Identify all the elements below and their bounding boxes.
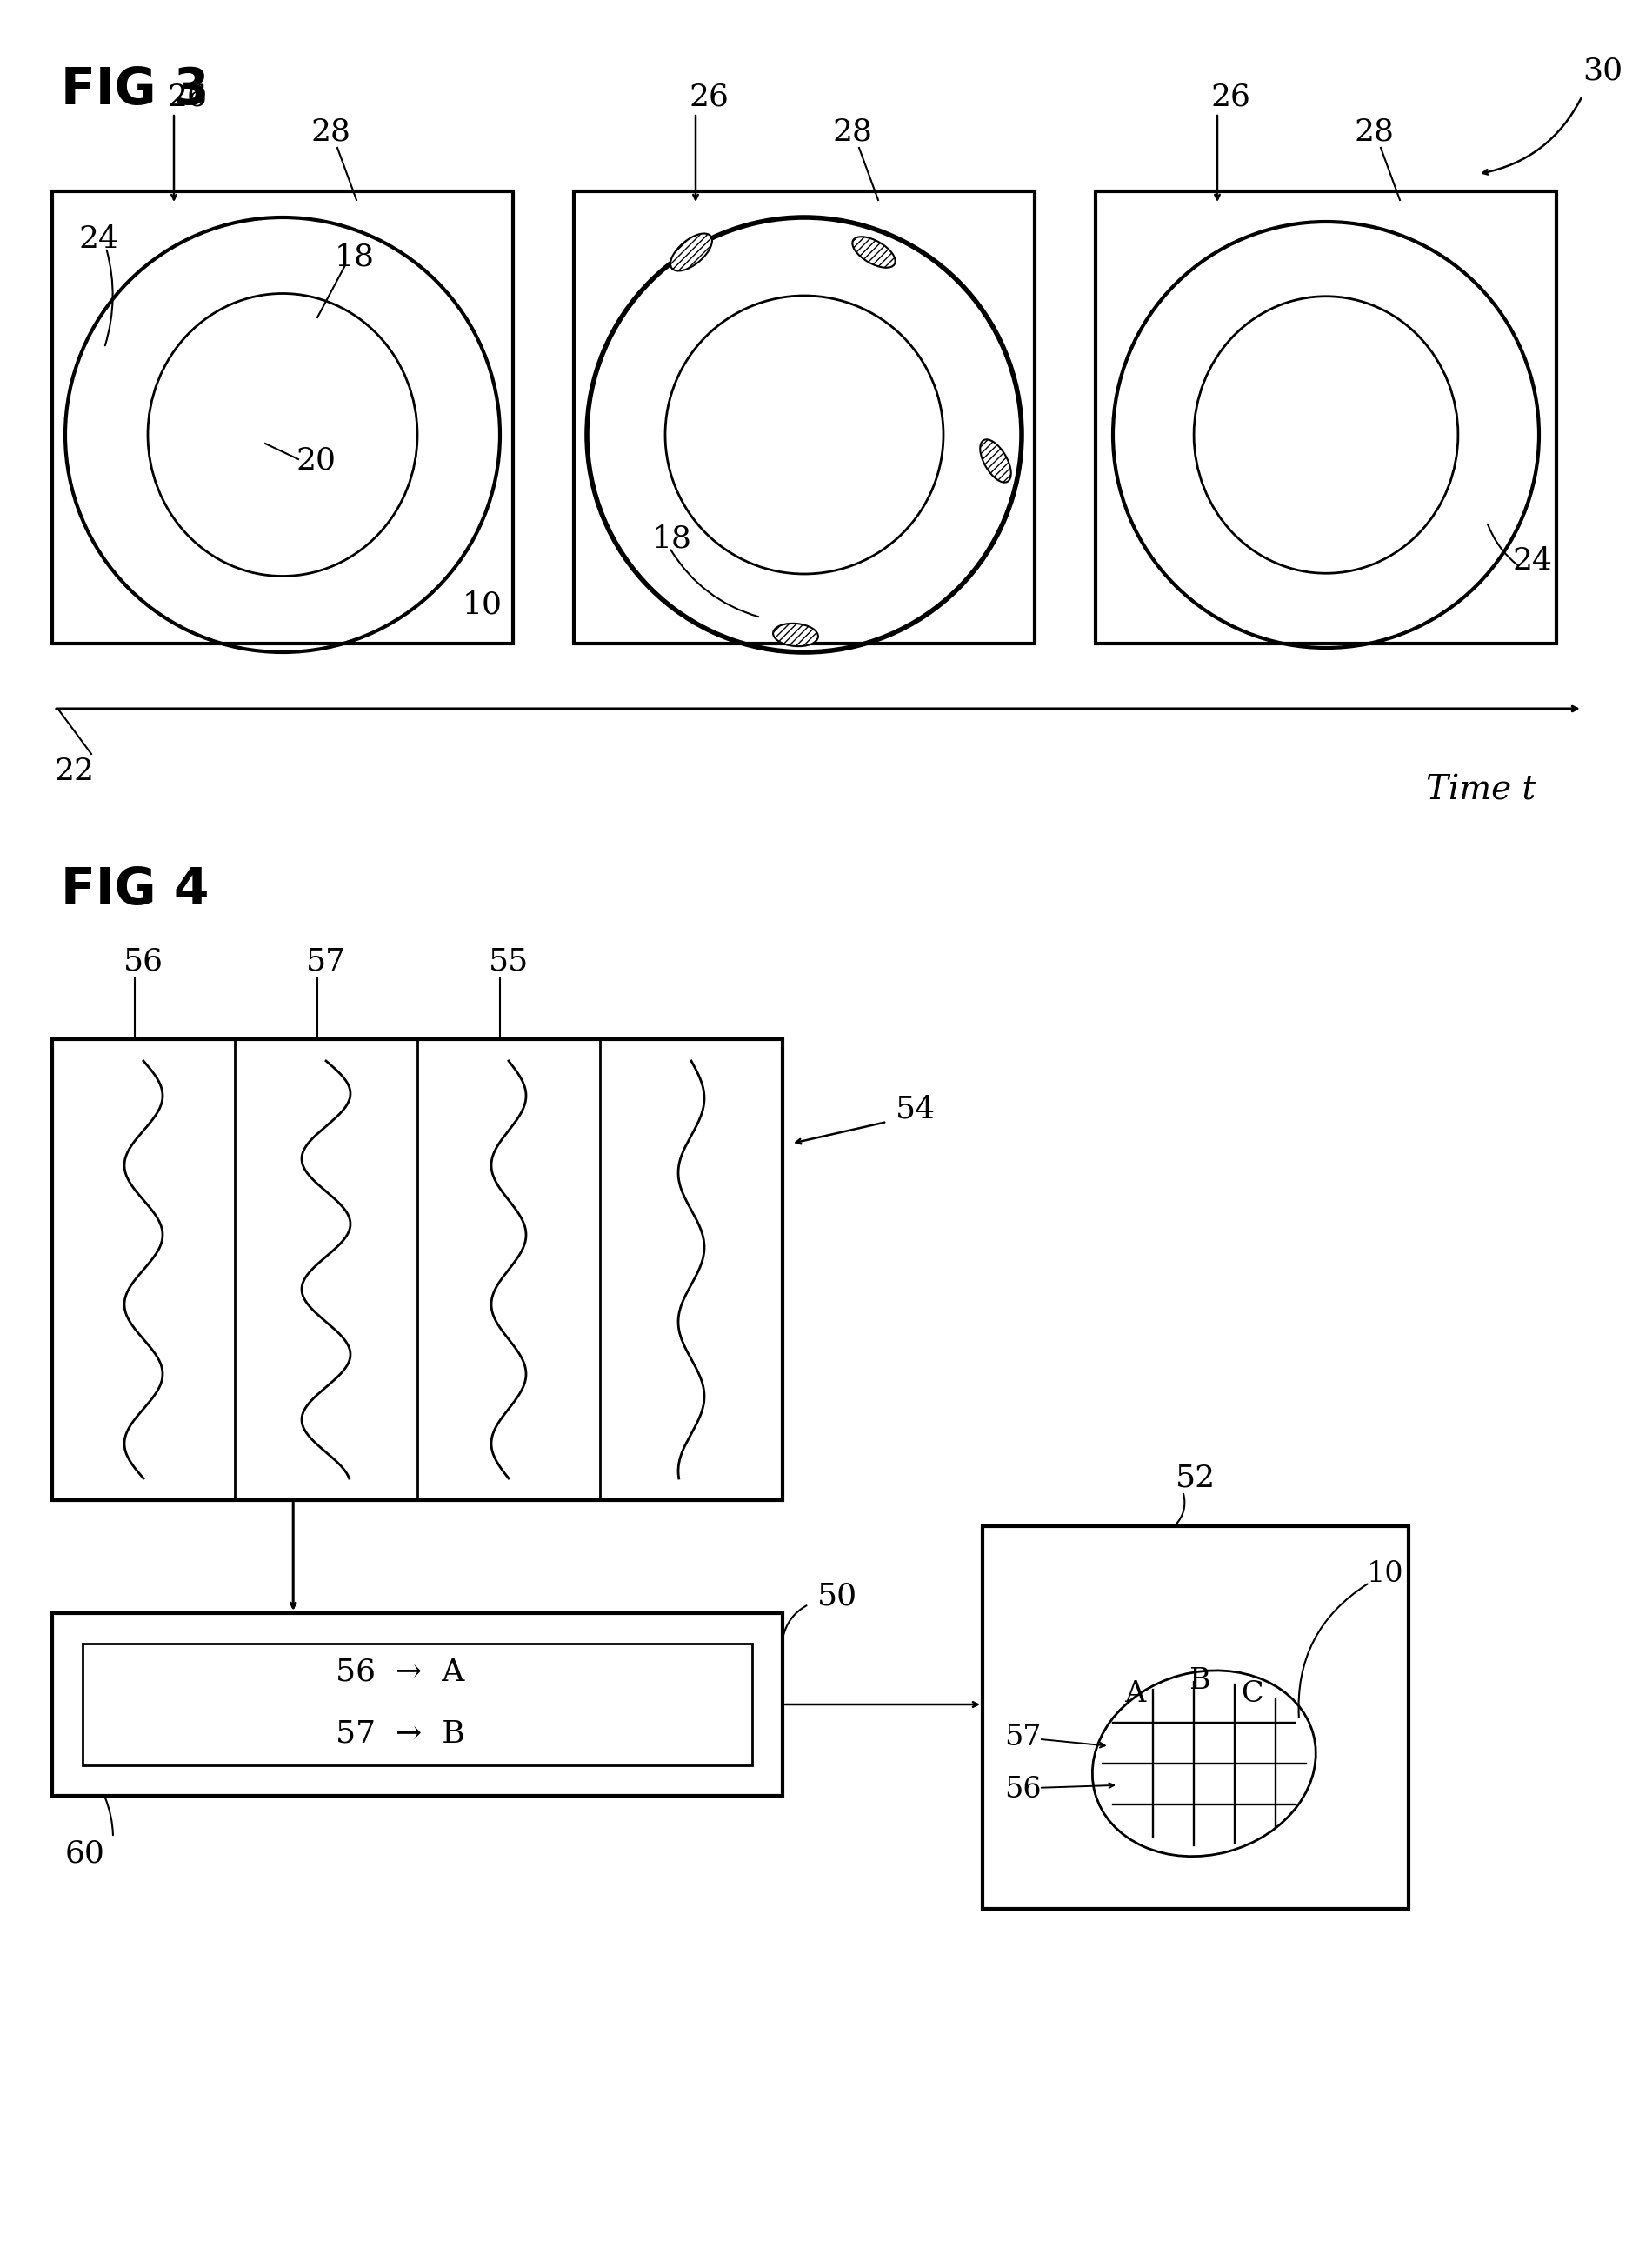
Text: 56  →  A: 56 → A [336, 1658, 464, 1687]
Text: 50: 50 [818, 1581, 857, 1610]
Text: 28: 28 [1354, 118, 1393, 147]
Ellipse shape [774, 624, 818, 646]
Text: 26: 26 [1210, 82, 1251, 111]
Text: 18: 18 [652, 524, 692, 553]
Text: 24: 24 [1513, 547, 1552, 576]
Bar [982, 1526, 1408, 1910]
Bar [52, 1613, 782, 1796]
Text: 18: 18 [334, 243, 375, 272]
Text: 57  →  B: 57 → B [336, 1719, 465, 1749]
Text: 52: 52 [1175, 1463, 1216, 1492]
Text: FIG 3: FIG 3 [61, 66, 210, 116]
Text: 26: 26 [688, 82, 729, 111]
Ellipse shape [980, 440, 1011, 483]
Bar [574, 191, 1034, 644]
Text: Time t: Time t [1426, 773, 1536, 805]
Ellipse shape [852, 236, 895, 268]
Text: 24: 24 [79, 225, 118, 254]
Text: 10: 10 [462, 590, 503, 619]
Ellipse shape [670, 234, 711, 270]
Text: 20: 20 [295, 447, 336, 476]
Text: 57: 57 [1005, 1724, 1041, 1751]
Text: A: A [1124, 1681, 1146, 1708]
Text: 28: 28 [833, 118, 872, 147]
Text: FIG 4: FIG 4 [61, 866, 210, 914]
Text: 57: 57 [306, 946, 346, 975]
Text: 54: 54 [895, 1093, 936, 1123]
Bar [82, 1644, 752, 1765]
Text: 26: 26 [167, 82, 207, 111]
Text: B: B [1188, 1667, 1210, 1694]
Text: 56: 56 [1005, 1776, 1041, 1803]
Text: C: C [1241, 1681, 1264, 1708]
Text: 30: 30 [1583, 57, 1623, 86]
Text: 56: 56 [123, 946, 164, 975]
Text: 10: 10 [1367, 1560, 1405, 1588]
Bar [52, 191, 513, 644]
Text: 22: 22 [54, 758, 93, 787]
Text: 60: 60 [66, 1839, 105, 1869]
Text: 28: 28 [310, 118, 351, 147]
Bar [1095, 191, 1557, 644]
Text: 55: 55 [488, 946, 529, 975]
Bar [52, 1039, 782, 1499]
